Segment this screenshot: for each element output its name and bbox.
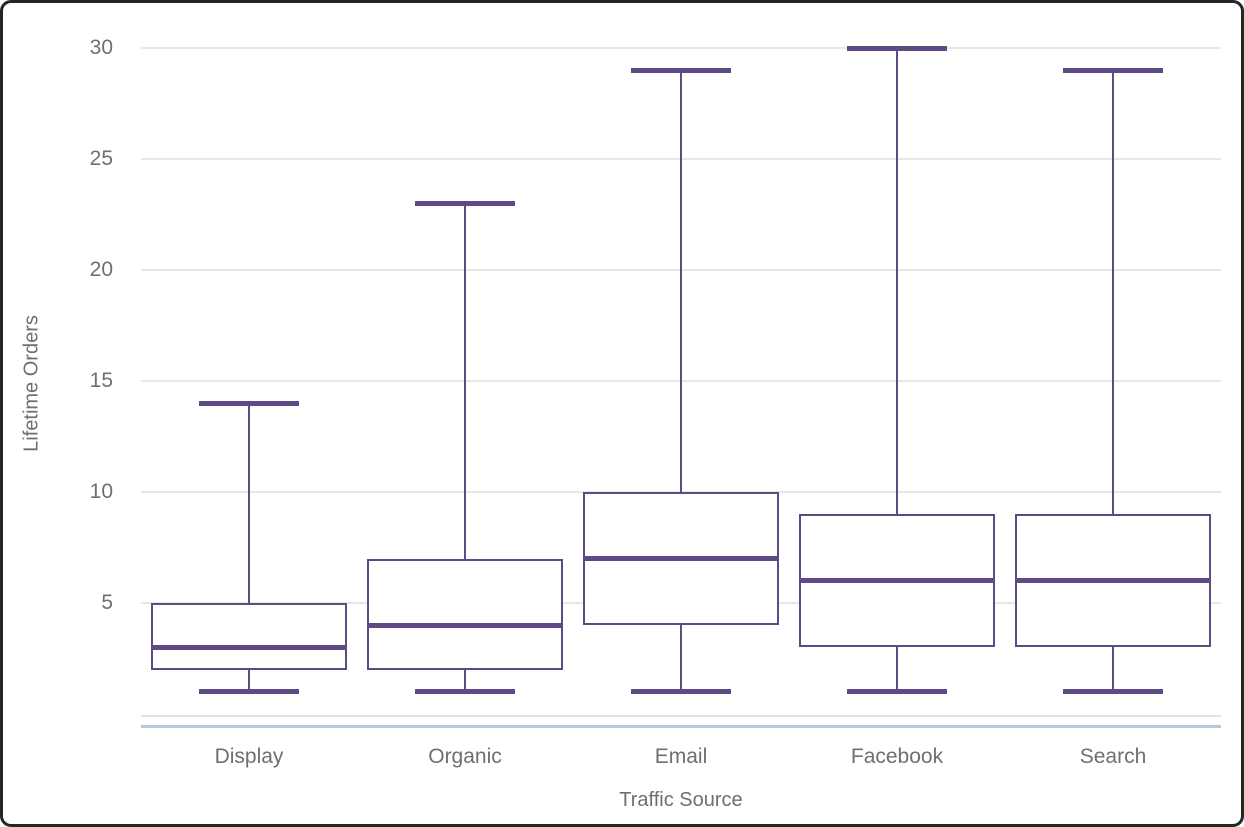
whisker-lower-stem [248, 669, 250, 692]
whisker-upper-stem [896, 48, 898, 515]
x-axis-line [141, 725, 1221, 728]
whisker-upper-stem [248, 403, 250, 603]
y-gridline [141, 47, 1221, 49]
x-tick-label-search: Search [1079, 745, 1147, 768]
whisker-max-cap [1063, 67, 1163, 73]
boxplot-chart: Lifetime Orders Traffic Source 5 10 15 20 25… [3, 3, 1241, 824]
median-line [367, 622, 563, 628]
boxplot-box-organic[interactable] [367, 558, 563, 670]
whisker-lower-stem [464, 669, 466, 692]
median-line [799, 578, 995, 584]
x-tick-label-email: Email [654, 745, 708, 768]
median-line [583, 556, 779, 562]
median-line [1015, 578, 1211, 584]
whisker-lower-stem [680, 625, 682, 692]
x-tick-label-organic: Organic [428, 745, 502, 768]
whisker-min-cap [631, 689, 731, 695]
whisker-upper-stem [680, 70, 682, 492]
whisker-min-cap [415, 689, 515, 695]
whisker-min-cap [847, 689, 947, 695]
whisker-max-cap [847, 45, 947, 51]
whisker-max-cap [415, 200, 515, 206]
whisker-min-cap [199, 689, 299, 695]
whisker-upper-stem [464, 203, 466, 559]
whisker-min-cap [1063, 689, 1163, 695]
y-tick-label: 30 [89, 36, 113, 59]
y-tick-label: 10 [89, 480, 113, 503]
y-tick-label: 5 [101, 591, 113, 614]
whisker-upper-stem [1112, 70, 1114, 515]
whisker-max-cap [631, 67, 731, 73]
y-tick-label: 15 [89, 369, 113, 392]
boxplot-box-display[interactable] [151, 603, 347, 670]
x-tick-label-display: Display [214, 745, 284, 768]
y-tick-label: 25 [89, 147, 113, 170]
y-tick-label: 20 [89, 258, 113, 281]
x-axis-title: Traffic Source [619, 789, 743, 811]
x-tick-label-facebook: Facebook [850, 745, 944, 768]
whisker-lower-stem [1112, 647, 1114, 692]
x-axis-baseline [141, 715, 1221, 717]
median-line [151, 644, 347, 650]
whisker-max-cap [199, 400, 299, 406]
whisker-lower-stem [896, 647, 898, 692]
